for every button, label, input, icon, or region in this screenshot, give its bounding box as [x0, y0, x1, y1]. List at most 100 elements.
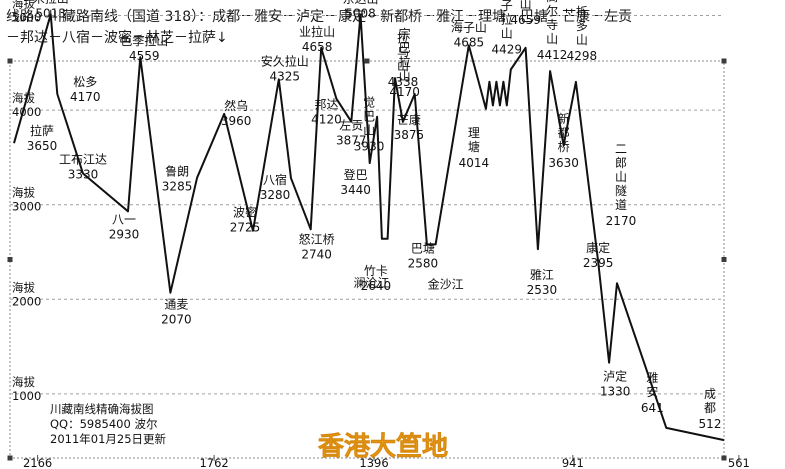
point-name-label: 安久拉山 — [261, 53, 309, 68]
note-title: 川藏南线精确海拔图 — [50, 402, 154, 416]
point-label-group: 东达山5008 — [342, 0, 378, 21]
point-name-char: 桥 — [558, 140, 570, 154]
point-name-char: 山 — [520, 0, 532, 11]
frame-handle — [721, 58, 727, 64]
point-name-char: 多 — [576, 19, 588, 33]
point-elevation-label: 4685 — [454, 35, 485, 49]
y-tick-label: 海拔 — [12, 0, 35, 11]
point-label-group: 金沙江 — [428, 276, 464, 291]
point-elevation-label: 4658 — [302, 40, 333, 54]
point-elevation-label: 3875 — [394, 128, 425, 142]
y-tick-label: 海拔 — [12, 91, 35, 105]
point-elevation-label: 5008 — [345, 7, 376, 21]
point-name-char: 拉 — [397, 30, 409, 45]
point-name-label: 然乌 — [224, 98, 248, 113]
point-elevation-label: 1330 — [600, 385, 631, 399]
point-elevation-label: 4298 — [567, 49, 598, 63]
point-label-group: 觉巴山 3930 — [354, 96, 385, 154]
point-label-group: 高尔寺山 4412 — [537, 0, 568, 62]
point-name-char: 宗 — [399, 26, 411, 41]
frame-handle — [721, 455, 727, 461]
point-name-char: 拉 — [399, 54, 411, 69]
point-name-label: 鲁朗 — [165, 165, 189, 179]
point-name-label: 八宿 — [263, 172, 287, 187]
point-name-char: 道 — [615, 198, 627, 212]
point-name-char: 山 — [546, 32, 558, 46]
point-elevation-label: 4659 — [510, 13, 541, 27]
point-name-char: 山 — [615, 170, 627, 184]
chart-frame — [7, 58, 727, 461]
point-name-label: 巴塘 — [411, 240, 435, 255]
y-tick-label: 2000 — [12, 294, 41, 308]
point-elevation-label: 4429 — [492, 43, 523, 57]
note-date: 2011年01月25日更新 — [50, 432, 167, 446]
point-name-char: 巴 — [363, 110, 375, 124]
x-axis-labels: 2166 1762 1396 941 561 — [23, 455, 750, 469]
y-tick-label: 海拔 — [12, 186, 35, 200]
point-elevation-label: 2070 — [161, 313, 192, 327]
chart-note: 川藏南线精确海拔图 QQ：5985400 波尔 2011年01月25日更新 — [50, 402, 167, 446]
point-elevation-label: 512 — [699, 417, 722, 431]
watermark-logo: 香港大笪地 — [318, 431, 448, 462]
point-name-char: 尔 — [546, 3, 558, 18]
note-qq: QQ：5985400 波尔 — [50, 417, 157, 431]
x-tick-label: 561 — [728, 456, 750, 469]
point-name-char: 折 — [576, 4, 588, 19]
route-header-line2: －邦达－八宿－波密－林芝－拉萨↓ — [6, 27, 228, 47]
point-name-char: 拉 — [501, 12, 513, 27]
point-elevation-label: 3960 — [221, 114, 252, 128]
point-elevation-label: 5013 — [35, 6, 66, 20]
route-header-line1: 线路：川藏路南线（国道 318）：成都－雅安－泸定－康定－新都桥－雅江－理塘－巴… — [6, 6, 632, 26]
y-tick-label: 4000 — [12, 105, 41, 119]
y-tick-label: 5000 — [12, 11, 41, 25]
point-label-group: 米拉山5013 — [33, 0, 69, 20]
point-name-label: 色季拉山 — [120, 33, 168, 48]
point-name-char: 都 — [704, 401, 716, 415]
y-tick-label: 海拔 — [12, 280, 35, 294]
point-name-char: 理 — [468, 126, 480, 140]
point-name-label: 泸定 — [603, 369, 627, 384]
point-label-group: 新都桥 3630 — [548, 111, 579, 170]
point-elevation-label: 3330 — [68, 167, 99, 181]
frame-handle — [7, 58, 13, 64]
point-name-label: 通麦 — [164, 298, 188, 312]
point-name-label: 邦达 — [314, 98, 338, 112]
y-tick-label: 1000 — [12, 389, 41, 403]
point-name-label: 拉萨 — [30, 123, 54, 138]
point-elevation-label: 2580 — [408, 256, 439, 270]
point-name-char: 安 — [646, 384, 658, 399]
point-name-char: 雅 — [646, 370, 658, 385]
point-elevation-label: 2395 — [583, 256, 614, 270]
point-name-char: 山 — [363, 124, 375, 138]
point-elevation-label: 2930 — [109, 227, 140, 241]
frame-handle — [7, 257, 13, 262]
point-elevation-label: 4014 — [459, 156, 490, 170]
route-header-text: 线路：川藏路南线（国道 318）：成都－雅安－泸定－康定－新都桥－雅江－理塘－巴… — [6, 9, 633, 25]
frame-handle — [7, 455, 13, 461]
x-tick-label: 1396 — [359, 456, 388, 469]
point-name-label: 工布江达 — [59, 152, 107, 166]
point-name-label: 业拉山 — [299, 24, 335, 39]
point-elevation-label: 2170 — [606, 214, 637, 228]
point-elevation-label: 2740 — [301, 247, 332, 261]
point-name-label: 海子山 — [451, 19, 487, 34]
point-elevation-label: 3877 — [336, 134, 367, 148]
x-tick-label: 2166 — [23, 456, 52, 469]
point-elevation-label: 3440 — [340, 183, 371, 197]
